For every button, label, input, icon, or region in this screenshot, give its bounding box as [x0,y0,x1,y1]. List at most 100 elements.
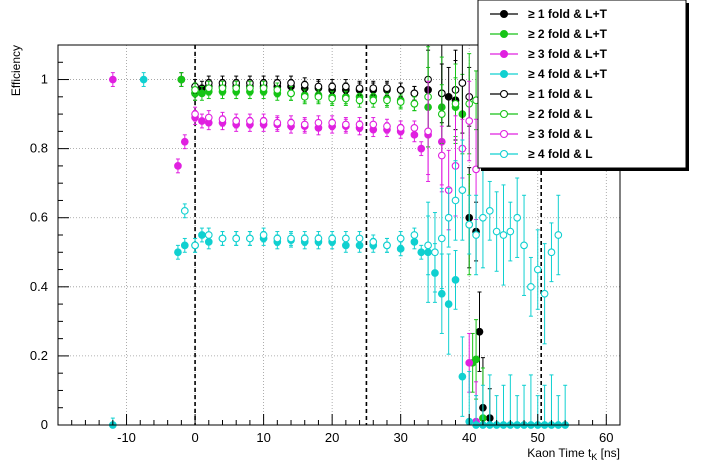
data-point [204,113,213,122]
data-point [177,75,186,84]
legend-label: ≥ 1 fold & L [528,87,593,101]
data-point [417,248,426,257]
data-point [540,289,549,298]
legend-marker [499,29,509,39]
y-tick-label: 1 [41,72,48,87]
data-point [417,144,426,153]
x-tick-label: 30 [393,430,407,445]
data-point [485,206,494,215]
data-point [342,234,350,243]
data-point [499,231,508,239]
legend-marker [499,109,509,119]
data-point [355,84,364,93]
legend-label: ≥ 1 fold & L+T [528,7,608,21]
data-point [273,118,282,127]
data-point [506,227,515,236]
data-point [342,82,350,91]
data-point [273,86,282,94]
data-point [342,94,350,103]
data-point [527,282,535,291]
data-point [300,92,309,101]
data-point [369,84,378,93]
x-tick-label: 10 [256,430,270,445]
legend-marker [499,9,509,19]
legend: ≥ 1 fold & L+T ≥ 2 fold & L+T ≥ 3 fold & L… [477,0,689,171]
x-axis-title-unit: [ns] [597,446,620,460]
data-point [458,186,467,194]
data-point [198,117,206,125]
data-point [287,118,295,127]
data-point [314,82,323,91]
data-point [451,276,460,284]
legend-label: ≥ 3 fold & L+T [528,47,608,61]
data-point [396,234,405,243]
x-axis-title: Kaon Time tK [ns] [527,446,620,462]
data-point [314,92,323,101]
data-point [424,241,432,250]
legend-label: ≥ 2 fold & L [528,107,593,121]
data-point [232,234,241,243]
data-point [287,234,295,243]
data-point [198,89,206,98]
data-point [218,115,227,124]
series-8 [180,139,563,345]
data-point [396,244,405,253]
data-point [458,372,467,381]
x-axis-title-subscript: K [591,452,597,462]
data-point [287,89,295,98]
data-point [191,86,199,94]
data-point [465,117,474,125]
data-point [174,162,182,170]
x-tick-label: 20 [325,430,339,445]
data-point [479,213,487,222]
data-point [218,234,227,243]
data-point [444,300,453,308]
y-tick-label: 0.2 [30,348,48,363]
data-point [204,231,213,239]
y-tick-label: 0.8 [30,141,48,156]
data-point [355,120,364,129]
data-point [444,213,453,222]
data-point [314,234,323,243]
data-point [328,94,336,103]
data-point [437,234,446,243]
data-point [431,248,439,257]
data-point [259,231,268,239]
data-point [246,234,254,243]
legend-label: ≥ 4 fold & L+T [528,67,608,81]
data-point [410,231,419,239]
data-point [180,137,189,146]
x-tick-label: 0 [191,430,198,445]
data-point [513,213,522,222]
axis-ticks: -10 0 10 20 30 40 50 60 0 0.2 0.4 0.6 0.8 1 [30,44,621,445]
data-point [396,86,405,94]
data-point [314,118,323,127]
data-point [437,110,446,118]
data-point [451,196,460,205]
legend-box [477,0,687,169]
data-point [410,89,419,98]
data-point [300,120,309,129]
data-point [451,99,460,108]
data-point [492,227,501,236]
data-point [444,92,453,101]
data-point [232,117,241,125]
data-point [328,82,336,91]
data-point [369,120,378,129]
y-tick-label: 0 [41,417,48,432]
x-tick-label: 60 [599,430,613,445]
legend-marker [499,149,509,159]
data-point [259,117,268,125]
data-point [259,84,268,93]
data-point [180,241,189,250]
legend-label: ≥ 4 fold & L [528,147,593,161]
data-point [554,231,563,239]
data-point [383,96,391,105]
legend-label: ≥ 3 fold & L [528,127,593,141]
x-tick-label: -10 [117,430,136,445]
data-point [520,241,528,250]
y-tick-label: 0.6 [30,210,48,225]
y-axis-title: Efficiency [9,45,23,96]
data-point [287,79,295,87]
